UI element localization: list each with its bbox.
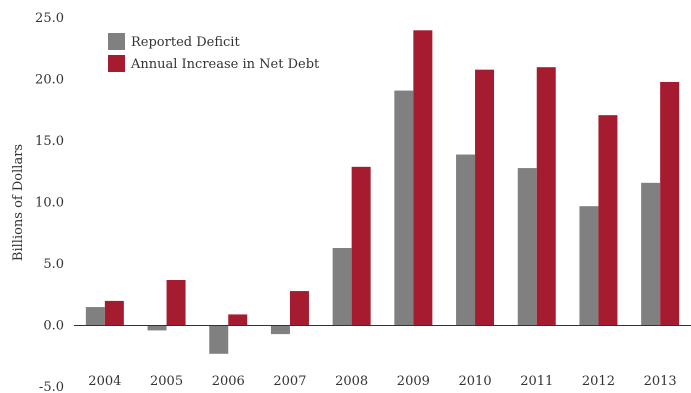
legend-label: Annual Increase in Net Debt bbox=[130, 57, 320, 72]
net-debt-increase-bar-2005 bbox=[166, 279, 186, 326]
legend-label: Reported Deficit bbox=[131, 35, 240, 50]
net-debt-increase-bar-2007 bbox=[289, 291, 309, 326]
net-debt-increase-bar-2004 bbox=[104, 300, 124, 326]
y-axis-ticks: -5.0 0.0 5.0 10.0 15.0 20.0 25.0 bbox=[35, 11, 64, 393]
x-tick-label: 2010 bbox=[459, 374, 492, 389]
net-debt-increase-bar-2008 bbox=[351, 166, 371, 326]
reported-deficit-bar-2011 bbox=[517, 168, 537, 326]
net-debt-increase-bar-2009 bbox=[413, 30, 433, 326]
net-debt-increase-bar-2006 bbox=[228, 314, 248, 326]
x-tick-label: 2005 bbox=[150, 374, 183, 389]
reported-deficit-bar-2012 bbox=[579, 206, 599, 326]
reported-deficit-bar-2005 bbox=[147, 325, 167, 331]
y-tick-label: -5.0 bbox=[39, 380, 64, 393]
reported-deficit-bar-2008 bbox=[332, 248, 352, 326]
legend-swatch bbox=[108, 55, 125, 72]
y-tick-label: 20.0 bbox=[35, 73, 64, 88]
reported-deficit-bar-2010 bbox=[456, 154, 476, 326]
y-tick-label: 25.0 bbox=[35, 11, 64, 26]
net-debt-increase-bar-2012 bbox=[598, 115, 618, 326]
y-tick-label: 10.0 bbox=[35, 196, 64, 211]
net-debt-increase-bar-2011 bbox=[536, 67, 556, 326]
reported-deficit-bar-2007 bbox=[270, 325, 290, 335]
net-debt-increase-bar-2010 bbox=[475, 69, 495, 326]
x-axis-ticks: 2004 2005 2006 2007 2008 2009 2010 2011 2012 2013 bbox=[88, 374, 676, 389]
x-tick-label: 2006 bbox=[212, 374, 245, 389]
net-debt-increase-bar-2013 bbox=[660, 81, 680, 326]
y-tick-label: 15.0 bbox=[35, 134, 64, 149]
legend: Reported Deficit Annual Increase in Net D… bbox=[108, 33, 320, 72]
reported-deficit-bar-2009 bbox=[394, 90, 414, 326]
x-tick-label: 2013 bbox=[644, 374, 677, 389]
reported-deficit-bar-2004 bbox=[85, 307, 105, 326]
y-axis-title: Billions of Dollars bbox=[11, 144, 26, 261]
y-tick-label: 0.0 bbox=[43, 319, 64, 334]
x-tick-label: 2007 bbox=[273, 374, 306, 389]
legend-swatch bbox=[108, 33, 125, 50]
bars bbox=[85, 30, 680, 354]
reported-deficit-bar-2006 bbox=[209, 325, 229, 354]
y-tick-label: 5.0 bbox=[43, 257, 64, 272]
x-tick-label: 2009 bbox=[397, 374, 430, 389]
x-tick-label: 2011 bbox=[520, 374, 553, 389]
x-tick-label: 2008 bbox=[335, 374, 368, 389]
reported-deficit-bar-2013 bbox=[641, 182, 661, 326]
x-tick-label: 2012 bbox=[582, 374, 615, 389]
x-tick-label: 2004 bbox=[88, 374, 121, 389]
